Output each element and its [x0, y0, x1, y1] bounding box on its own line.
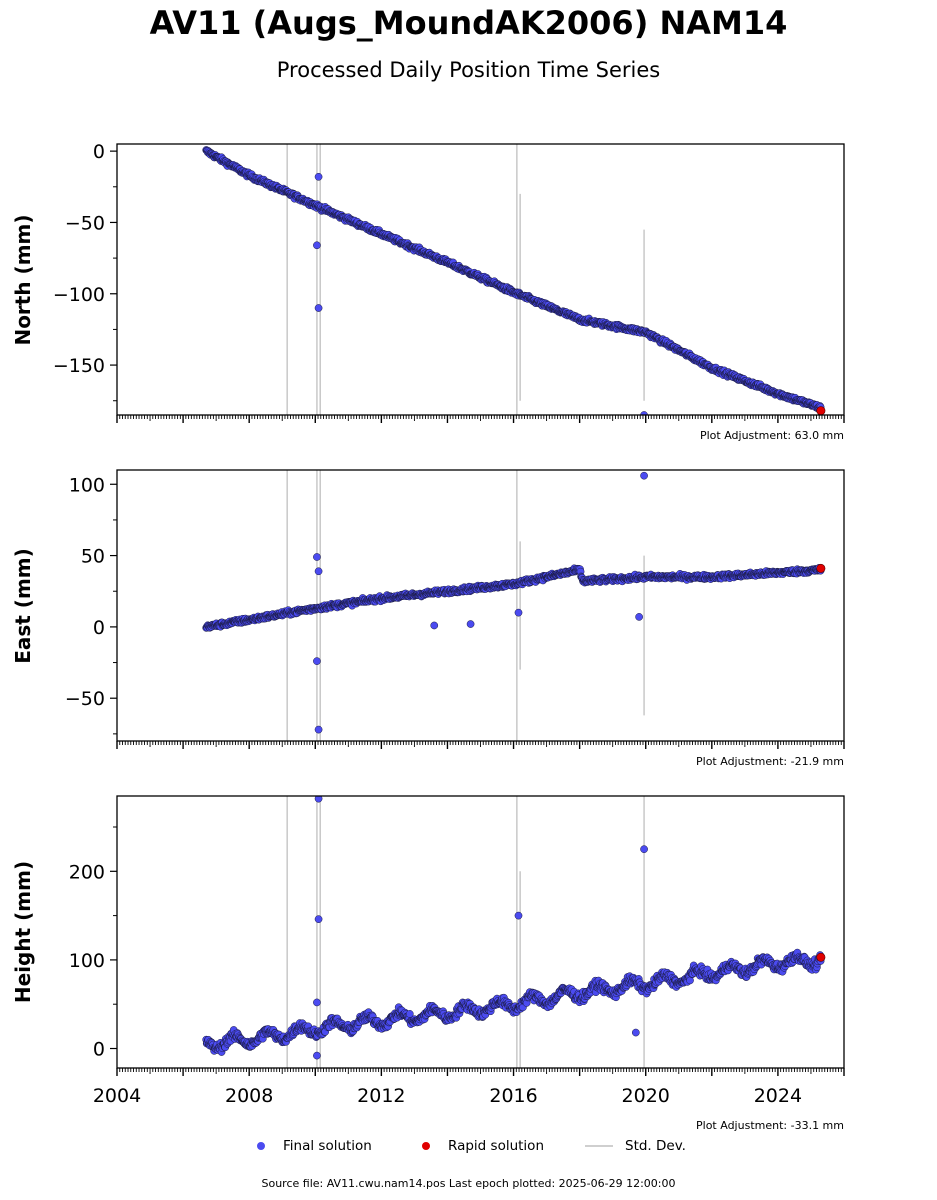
east-plot-area: [202, 470, 826, 741]
east-axis-label: East (mm): [11, 548, 35, 664]
east-outlier-point: [314, 567, 323, 576]
height-xtick-label: 2024: [754, 1085, 802, 1107]
height-xtick-label: 2016: [489, 1085, 537, 1107]
north-axis-label: North (mm): [11, 214, 35, 346]
chart-title: AV11 (Augs_MoundAK2006) NAM14: [149, 4, 788, 42]
height-ytick-label: 100: [69, 950, 105, 972]
height-xtick-label: 2004: [93, 1085, 141, 1107]
north-rapid-point: [816, 406, 826, 415]
legend-stddev: Std. Dev.: [585, 1138, 686, 1154]
height-outlier-point: [314, 796, 323, 803]
east-ytick-label: −50: [65, 688, 105, 710]
east-outlier-point: [640, 471, 648, 480]
legend-rapid: Rapid solution: [422, 1138, 544, 1154]
east-ytick-label: 100: [69, 474, 105, 496]
height-outlier-point: [640, 845, 648, 854]
height-outlier-point: [313, 998, 321, 1007]
height-outlier-point: [514, 911, 523, 920]
north-outlier-point: [314, 172, 323, 181]
legend-stddev-label: Std. Dev.: [625, 1138, 686, 1154]
east-ytick-label: 0: [93, 617, 105, 639]
north-adjustment-label: Plot Adjustment: 63.0 mm: [699, 429, 844, 442]
height-adjustment-label: Plot Adjustment: -33.1 mm: [696, 1119, 844, 1132]
east-outlier-point: [514, 608, 523, 617]
height-ytick-label: 0: [93, 1039, 105, 1061]
east-outlier-point: [635, 613, 643, 621]
east-adjustment-label: Plot Adjustment: -21.9 mm: [696, 755, 844, 768]
east-outlier-point: [313, 553, 321, 561]
north-plot-area: [202, 144, 826, 415]
height-frame: [116, 795, 845, 1069]
height-xtick-label: 2012: [357, 1085, 405, 1107]
east-outlier-point: [430, 621, 439, 630]
north-ytick-label: −100: [53, 284, 105, 306]
height-xtick-label: 2008: [225, 1085, 273, 1107]
east-rapid-point: [816, 563, 826, 573]
rapid-dot-icon: [422, 1142, 430, 1150]
north-outlier-point: [313, 241, 321, 250]
height-axis-label: Height (mm): [11, 860, 35, 1004]
north-outlier-point: [314, 304, 323, 312]
legend-final-label: Final solution: [283, 1138, 372, 1154]
north-ytick-label: 0: [93, 141, 105, 163]
final-dot-icon: [257, 1142, 265, 1150]
height-plot-area: [202, 796, 826, 1068]
height-outlier-point: [313, 1051, 321, 1060]
north-ytick-label: −50: [65, 212, 105, 234]
east-outlier-point: [466, 620, 475, 628]
height-outlier-point: [631, 1028, 640, 1037]
east-outlier-point: [313, 657, 321, 665]
north-ytick-label: −150: [53, 355, 105, 377]
height-outlier-point: [314, 915, 323, 924]
legend-rapid-label: Rapid solution: [448, 1138, 544, 1154]
stddev-line-icon: [585, 1145, 613, 1147]
chart-subtitle: Processed Daily Position Time Series: [276, 58, 661, 82]
source-footer: Source file: AV11.cwu.nam14.pos Last epo…: [261, 1177, 676, 1190]
height-xtick-label: 2020: [622, 1085, 670, 1107]
east-outlier-point: [314, 725, 323, 734]
height-rapid-point: [816, 952, 826, 962]
height-ytick-label: 200: [69, 861, 105, 883]
legend-final: Final solution: [257, 1138, 372, 1154]
east-ytick-label: 50: [81, 546, 105, 568]
legend: Final solution Rapid solution Std. Dev.: [0, 1138, 937, 1158]
east-frame: [116, 469, 845, 742]
